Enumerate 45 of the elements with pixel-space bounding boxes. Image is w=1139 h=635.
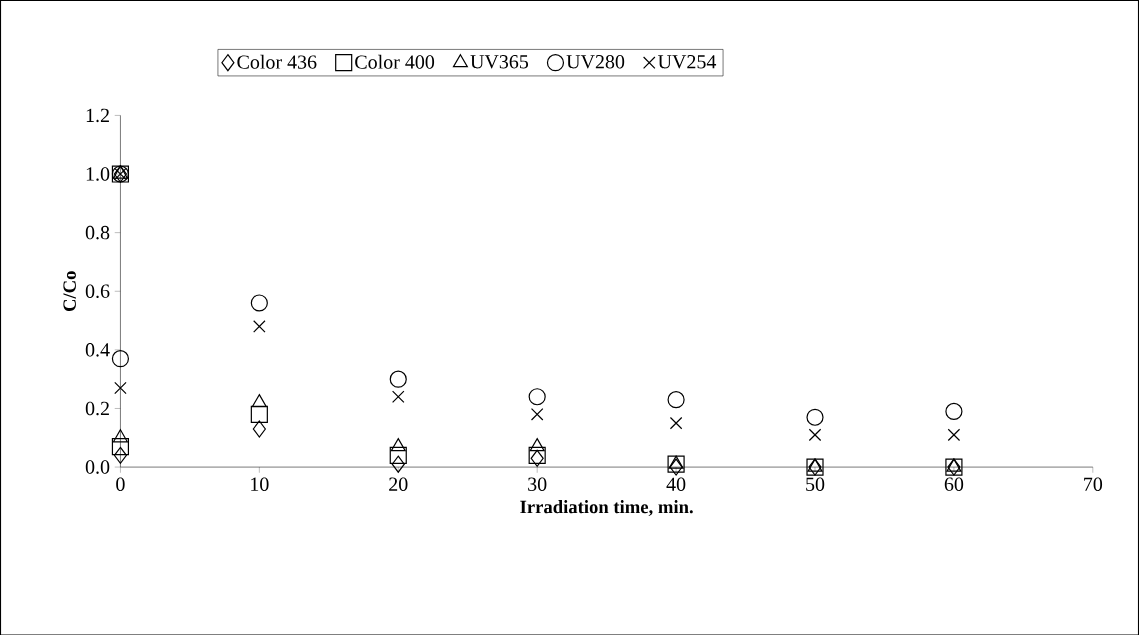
point — [250, 294, 268, 312]
point — [250, 405, 268, 423]
y-tick-label: 0.8 — [85, 225, 110, 240]
legend-label: UV280 — [566, 54, 625, 69]
point — [667, 390, 685, 409]
x-tick-label: 10 — [251, 477, 269, 491]
point — [389, 370, 407, 388]
point — [113, 446, 128, 464]
point — [114, 381, 127, 394]
point — [111, 349, 130, 368]
point — [389, 446, 407, 464]
y-tick-label: 1.2 — [86, 108, 109, 122]
point — [112, 428, 128, 443]
x-tick-label: 50 — [806, 477, 825, 491]
point — [807, 458, 823, 472]
x-tick-label: 0 — [116, 477, 125, 491]
legend-label: Color 400 — [355, 54, 435, 69]
point — [530, 407, 544, 421]
y-tick-label: 1.0 — [86, 167, 110, 181]
y-tick-label: 0.2 — [85, 401, 109, 416]
point — [806, 408, 824, 426]
y-axis-title: C/Co — [63, 271, 76, 311]
y-tick-label: 0.6 — [85, 284, 110, 298]
legend-label: UV365 — [470, 54, 529, 69]
legend-label: UV254 — [657, 54, 717, 69]
point — [392, 390, 405, 403]
point — [253, 319, 266, 333]
point — [946, 458, 962, 472]
x-tick-label: 40 — [666, 477, 686, 491]
x-tick-label: 70 — [1084, 477, 1103, 491]
x-tick-label: 20 — [389, 477, 408, 491]
point — [391, 455, 405, 473]
point — [111, 437, 130, 455]
point — [252, 420, 266, 438]
y-tick-label: 0.0 — [85, 460, 110, 474]
point — [808, 428, 822, 441]
x-tick-label: 60 — [944, 477, 964, 491]
x-tick-label: 30 — [528, 477, 547, 491]
x-axis-title: Irradiation time, min. — [520, 499, 693, 516]
legend-label: Color 436 — [237, 54, 317, 69]
y-tick-label: 0.4 — [85, 342, 110, 357]
point — [945, 402, 963, 420]
point — [528, 387, 546, 406]
point — [669, 416, 683, 430]
point — [947, 428, 961, 441]
